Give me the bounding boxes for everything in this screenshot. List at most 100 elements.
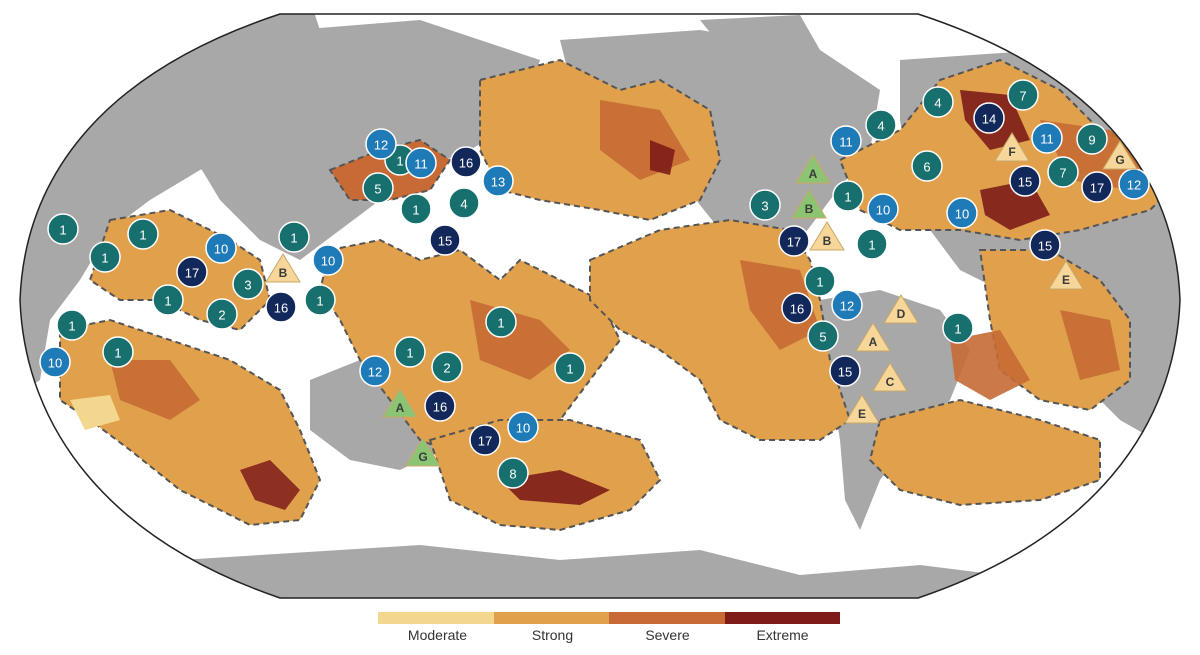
circle-marker-label: 1 xyxy=(290,231,297,246)
land-greenland xyxy=(700,15,820,80)
legend-label-strong: Strong xyxy=(531,627,574,643)
circle-marker: 16 xyxy=(424,390,456,422)
circle-marker-label: 11 xyxy=(1040,132,1054,147)
triangle-marker-label: B xyxy=(805,202,814,216)
circle-marker-shape xyxy=(1031,122,1063,154)
circle-marker-label: 1 xyxy=(114,346,121,361)
circle-marker: 1 xyxy=(89,241,121,273)
circle-marker-shape xyxy=(278,221,310,253)
circle-marker-shape xyxy=(206,298,238,330)
circle-marker-shape xyxy=(1009,165,1041,197)
circle-marker-label: 16 xyxy=(790,302,804,317)
circle-marker-shape xyxy=(856,228,888,260)
circle-marker-label: 10 xyxy=(955,207,969,222)
triangle-marker-label: A xyxy=(809,167,818,181)
circle-marker: 15 xyxy=(429,224,461,256)
circle-marker-shape xyxy=(362,172,394,204)
circle-marker-shape xyxy=(831,289,863,321)
circle-marker-label: 7 xyxy=(1019,89,1026,104)
circle-marker-label: 4 xyxy=(877,119,884,134)
triangle-marker-shape xyxy=(883,294,919,324)
heat-severe-south-atlantic xyxy=(950,330,1030,400)
heat-severe-indian-ocean xyxy=(110,360,200,420)
circle-marker-label: 9 xyxy=(1088,133,1095,148)
triangle-marker-label: G xyxy=(1115,153,1124,167)
triangle-marker-shape xyxy=(382,388,418,418)
circle-marker-label: 10 xyxy=(516,421,530,436)
triangle-marker: A xyxy=(382,388,418,418)
circle-marker-label: 1 xyxy=(68,319,75,334)
circle-marker-label: 16 xyxy=(459,156,473,171)
circle-marker: 1 xyxy=(278,221,310,253)
circle-marker-label: 15 xyxy=(1038,239,1052,254)
circle-marker: 14 xyxy=(973,102,1005,134)
circle-marker: 12 xyxy=(831,289,863,321)
triangle-marker-shape xyxy=(265,253,301,283)
triangle-marker: A xyxy=(795,154,831,184)
triangle-marker: C xyxy=(872,362,908,392)
circle-marker: 11 xyxy=(830,125,862,157)
circle-marker-shape xyxy=(778,225,810,257)
circle-marker-label: 17 xyxy=(1090,181,1104,196)
circle-marker-label: 1 xyxy=(844,190,851,205)
circle-marker-shape xyxy=(176,256,208,288)
triangle-marker: F xyxy=(994,132,1030,162)
circle-marker: 12 xyxy=(359,355,391,387)
circle-marker-shape xyxy=(922,86,954,118)
circle-marker-label: 8 xyxy=(509,467,516,482)
circle-marker-label: 12 xyxy=(1127,178,1141,193)
circle-marker-label: 1 xyxy=(139,228,146,243)
circle-marker: 1 xyxy=(400,193,432,225)
circle-marker: 1 xyxy=(832,180,864,212)
circle-marker-shape xyxy=(1007,79,1039,111)
circle-marker-shape xyxy=(312,244,344,276)
circle-marker: 2 xyxy=(206,298,238,330)
circle-marker-label: 1 xyxy=(497,316,504,331)
circle-marker: 5 xyxy=(362,172,394,204)
legend-label-severe: Severe xyxy=(645,627,690,643)
triangle-marker: E xyxy=(1048,260,1084,290)
triangle-marker-shape xyxy=(405,437,441,467)
circle-marker: 15 xyxy=(1009,165,1041,197)
circle-marker-shape xyxy=(942,312,974,344)
circle-marker-shape xyxy=(431,351,463,383)
circle-marker-shape xyxy=(1076,123,1108,155)
triangle-marker-shape xyxy=(809,221,845,251)
circle-marker: 10 xyxy=(312,244,344,276)
legend-label-moderate: Moderate xyxy=(407,627,468,643)
circle-marker-shape xyxy=(394,336,426,368)
circle-marker: 3 xyxy=(232,268,264,300)
circle-marker-label: 6 xyxy=(923,160,930,175)
circle-marker-shape xyxy=(102,336,134,368)
circle-marker-label: 10 xyxy=(48,356,62,371)
circle-marker: 6 xyxy=(911,150,943,182)
triangle-marker: A xyxy=(855,322,891,352)
circle-marker-shape xyxy=(205,232,237,264)
triangle-marker: B xyxy=(265,253,301,283)
triangle-marker-label: B xyxy=(823,234,832,248)
triangle-marker-label: E xyxy=(1062,273,1070,287)
circle-marker-label: 1 xyxy=(59,223,66,238)
circle-marker: 1 xyxy=(152,284,184,316)
circle-marker-shape xyxy=(807,320,839,352)
circle-marker-shape xyxy=(448,187,480,219)
circle-marker-shape xyxy=(127,218,159,250)
triangle-marker-label: D xyxy=(897,307,906,321)
triangle-marker-label: B xyxy=(279,266,288,280)
circle-marker-shape xyxy=(152,284,184,316)
triangle-marker: G xyxy=(1102,140,1138,170)
circle-marker: 16 xyxy=(781,292,813,324)
circle-marker-label: 12 xyxy=(374,138,388,153)
circle-marker: 1 xyxy=(394,336,426,368)
circle-marker-label: 5 xyxy=(374,182,381,197)
circle-marker: 17 xyxy=(469,424,501,456)
land-asia xyxy=(170,20,540,260)
triangle-marker-label: G xyxy=(418,450,427,464)
circle-marker-shape xyxy=(232,268,264,300)
circle-marker-shape xyxy=(359,355,391,387)
circle-marker: 17 xyxy=(778,225,810,257)
circle-marker: 2 xyxy=(431,351,463,383)
circle-marker-label: 5 xyxy=(819,330,826,345)
circle-marker: 4 xyxy=(865,109,897,141)
